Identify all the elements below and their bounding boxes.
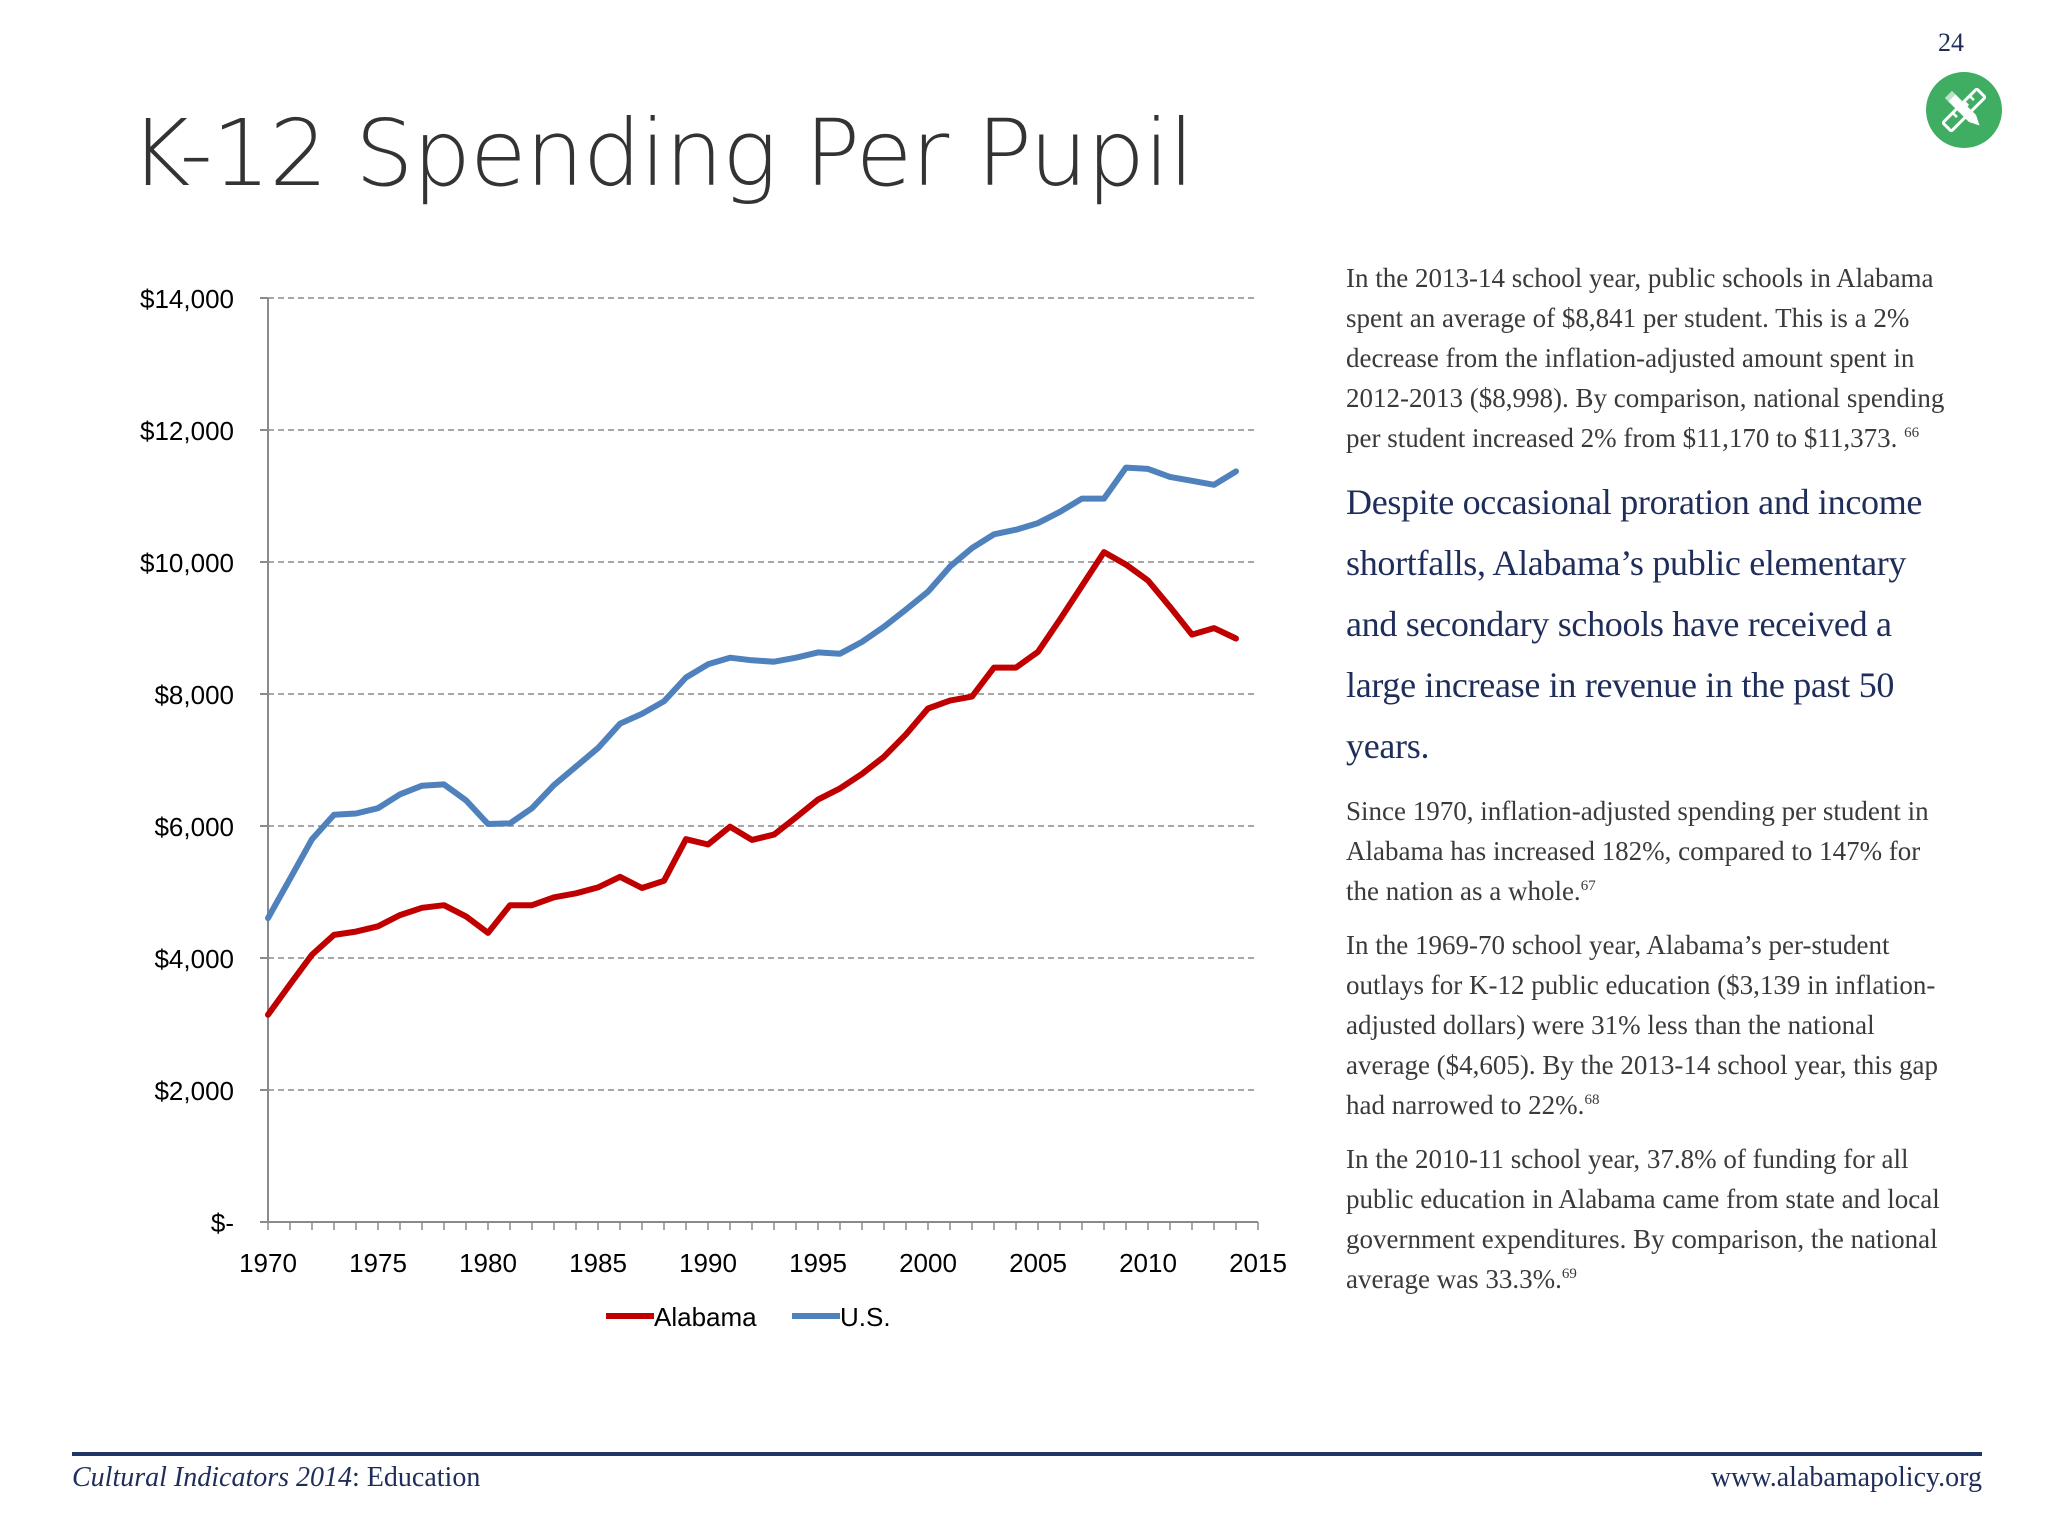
footnote-ref: 67 [1580,878,1596,894]
footnote-ref: 66 [1904,425,1920,441]
footnote-ref: 69 [1561,1266,1577,1282]
x-tick-label: 1985 [569,1248,627,1278]
page-number: 24 [1938,28,1964,57]
pull-quote: Despite occasional proration and income … [1346,482,1923,766]
paragraph-1969-70: In the 1969-70 school year, Alabama’s pe… [1346,930,1939,1120]
x-tick-label: 1990 [679,1248,737,1278]
x-tick-label: 2015 [1229,1248,1287,1278]
series-lines [265,464,1239,1018]
x-tick-label: 2000 [899,1248,957,1278]
y-tick-label: $- [211,1208,234,1238]
y-tick-label: $14,000 [140,284,234,314]
y-tick-label: $12,000 [140,416,234,446]
footer-publication: Cultural Indicators 2014: Education [72,1462,481,1493]
x-tick-label: 2005 [1009,1248,1067,1278]
x-tick-label: 1980 [459,1248,517,1278]
paragraph-since-1970: Since 1970, inflation-adjusted spending … [1346,796,1929,906]
x-tick-label: 1975 [349,1248,407,1278]
paragraph-spending-2013: In the 2013-14 school year, public schoo… [1346,263,1945,453]
series-line-us [265,464,1239,922]
tick-labels: $- $2,000 $4,000 $6,000 $8,000 $10,000 $12,000… [140,284,1287,1278]
y-tick-label: $2,000 [154,1076,234,1106]
x-tick-label: 1970 [239,1248,297,1278]
legend: Alabama U.S. [606,1302,891,1332]
footer-website-link[interactable]: www.alabamapolicy.org [1710,1462,1982,1493]
paragraph-2010-11: In the 2010-11 school year, 37.8% of fun… [1346,1144,1940,1294]
series-line-alabama [265,549,1239,1018]
y-tick-label: $4,000 [154,944,234,974]
y-tick-label: $8,000 [154,680,234,710]
footer-rule [72,1452,1982,1456]
y-tick-label: $6,000 [154,812,234,842]
axes [260,297,1259,1230]
x-tick-label: 1995 [789,1248,847,1278]
text-column: In the 2013-14 school year, public schoo… [1346,258,1946,1313]
line-chart: $- $2,000 $4,000 $6,000 $8,000 $10,000 $12,000… [140,284,1287,1332]
badge [1926,72,2002,148]
footnote-ref: 68 [1584,1092,1600,1108]
chart-svg: $- $2,000 $4,000 $6,000 $8,000 $10,000 $12,000… [140,284,1287,1332]
page-title: K-12 Spending Per Pupil [130,100,1194,207]
grid-lines [268,297,1258,1091]
pencil-ruler-icon [1926,72,2002,148]
x-tick-label: 2010 [1119,1248,1177,1278]
legend-label: Alabama [654,1302,757,1332]
y-tick-label: $10,000 [140,548,234,578]
legend-label: U.S. [840,1302,891,1332]
